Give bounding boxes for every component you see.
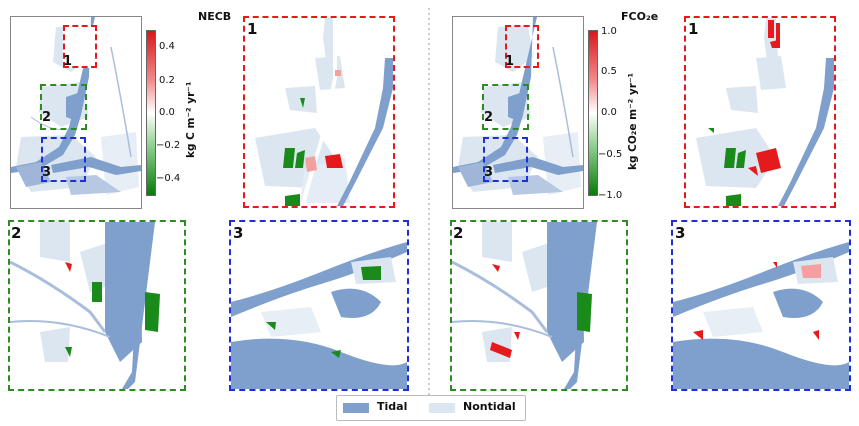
necb-tick-4: −0.4: [156, 173, 181, 184]
fco2e-tick-3: −0.5: [598, 149, 623, 160]
fco2e-colorbar-label: kg CO₂e m⁻² yr⁻¹: [627, 72, 639, 170]
fco2e-tick-1: 0.5: [601, 66, 617, 77]
necb-overview-label-1: 1: [63, 54, 73, 69]
necb-inset-3-label: 3: [233, 224, 244, 242]
fco2e-inset-1-label: 1: [688, 20, 699, 38]
necb-inset-2-label: 2: [11, 224, 22, 242]
fco2e-inset-1-map: [696, 18, 834, 206]
fco2e-tick-0: 1.0: [601, 26, 617, 37]
necb-inset-1-map: [255, 18, 393, 206]
necb-inset-3: [229, 220, 409, 391]
necb-overview-label-2: 2: [42, 110, 52, 125]
necb-inset-2: [8, 220, 186, 391]
legend-label-tidal: Tidal: [377, 400, 408, 413]
fco2e-inset-3: [671, 220, 851, 391]
fco2e-title: FCO₂e: [621, 10, 659, 23]
fco2e-overview-label-1: 1: [505, 54, 515, 69]
legend-swatch-nontidal: [429, 403, 455, 413]
necb-inset-3-map: [231, 242, 407, 389]
necb-overview-box-1[interactable]: [63, 25, 97, 68]
necb-tick-2: 0.0: [159, 107, 175, 118]
fco2e-tick-4: −1.0: [598, 190, 623, 201]
fco2e-inset-2-map: [452, 222, 597, 389]
legend-label-nontidal: Nontidal: [463, 400, 516, 413]
fco2e-overview-box-1[interactable]: [505, 25, 539, 68]
fco2e-tick-2: 0.0: [601, 107, 617, 118]
necb-overview-box-2[interactable]: [40, 84, 87, 130]
panel-divider: [428, 8, 430, 396]
fco2e-overview-box-3[interactable]: [483, 137, 528, 182]
fco2e-overview-label-2: 2: [484, 110, 494, 125]
necb-overview-label-3: 3: [42, 165, 52, 180]
necb-title: NECB: [198, 10, 232, 23]
fco2e-inset-2-label: 2: [453, 224, 464, 242]
necb-overview-box-3[interactable]: [41, 137, 86, 182]
necb-colorbar: [146, 30, 156, 196]
fco2e-colorbar: [588, 30, 598, 196]
fco2e-inset-1: [684, 16, 836, 208]
map-legend: Tidal Nontidal: [336, 395, 526, 421]
fco2e-inset-3-label: 3: [675, 224, 686, 242]
necb-inset-2-map: [10, 222, 160, 389]
fco2e-overview-box-2[interactable]: [482, 84, 529, 130]
necb-tick-1: 0.2: [159, 75, 175, 86]
fco2e-overview-label-3: 3: [484, 165, 494, 180]
necb-tick-3: −0.2: [156, 140, 181, 151]
fco2e-inset-3-map: [673, 242, 849, 389]
necb-inset-1-label: 1: [247, 20, 258, 38]
legend-swatch-tidal: [343, 403, 369, 413]
fco2e-inset-2: [450, 220, 628, 391]
necb-inset-1: [243, 16, 395, 208]
necb-colorbar-label: kg C m⁻² yr⁻¹: [185, 81, 197, 158]
necb-tick-0: 0.4: [159, 41, 175, 52]
